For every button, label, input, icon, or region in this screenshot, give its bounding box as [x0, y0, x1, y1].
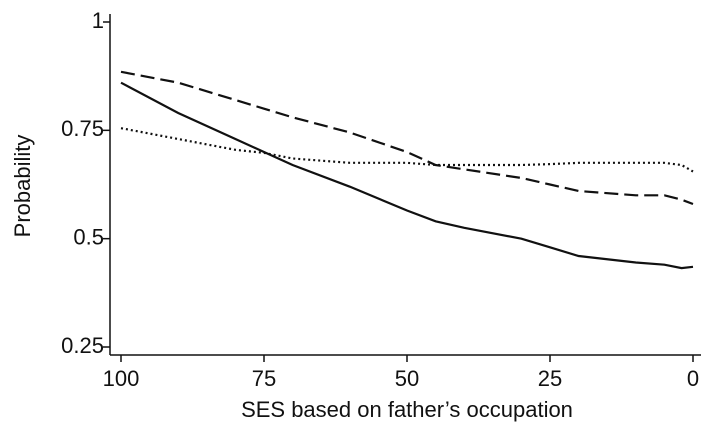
series-line — [120, 81, 694, 270]
y-tick-label: 0.75 — [61, 116, 104, 141]
y-tick-label: 0.5 — [73, 224, 104, 249]
series-line — [120, 70, 694, 206]
y-tick-label: 0.25 — [61, 333, 104, 358]
x-axis-label: SES based on father’s occupation — [241, 397, 573, 422]
y-axis-label: Probability — [10, 135, 35, 238]
series-line — [120, 127, 694, 173]
x-tick-label: 0 — [687, 366, 699, 391]
x-tick-label: 100 — [103, 366, 140, 391]
x-tick-label: 75 — [252, 366, 276, 391]
x-tick-label: 50 — [395, 366, 419, 391]
y-tick-label: 1 — [92, 8, 104, 33]
x-tick-label: 25 — [538, 366, 562, 391]
